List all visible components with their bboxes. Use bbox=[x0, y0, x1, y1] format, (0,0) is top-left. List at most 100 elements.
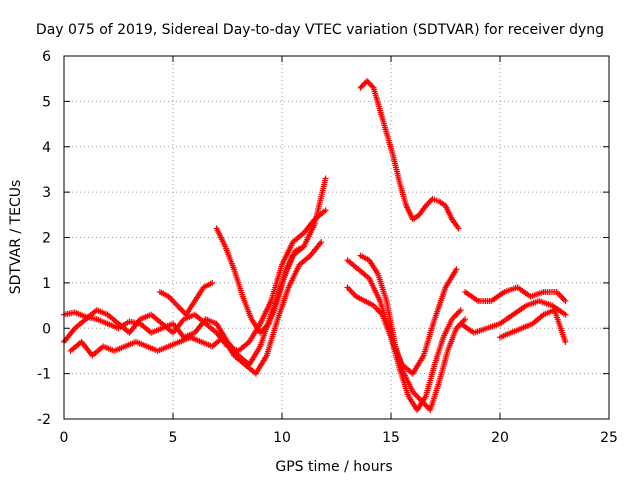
trace-mark bbox=[369, 83, 376, 90]
trace-mark bbox=[508, 312, 515, 319]
trace-mark bbox=[495, 321, 502, 328]
chart-title: Day 075 of 2019, Sidereal Day-to-day VTE… bbox=[36, 22, 604, 38]
gridlines bbox=[64, 56, 609, 419]
trace-mark bbox=[400, 368, 407, 375]
trace-mark bbox=[452, 327, 459, 334]
trace-mark bbox=[383, 296, 390, 303]
x-tick-label: 0 bbox=[60, 430, 69, 446]
trace-mark bbox=[419, 354, 426, 361]
trace-mark bbox=[239, 291, 246, 298]
trace-mark bbox=[247, 314, 254, 321]
trace-mark bbox=[433, 197, 440, 204]
trace-mark bbox=[527, 321, 534, 328]
y-tick-label: 1 bbox=[42, 276, 51, 292]
trace-mark bbox=[365, 79, 372, 86]
trace-mark bbox=[456, 308, 463, 315]
trace-mark bbox=[179, 317, 186, 324]
trace-mark bbox=[364, 256, 371, 263]
trace-mark bbox=[207, 280, 214, 287]
trace-mark bbox=[174, 339, 181, 346]
trace-mark bbox=[282, 268, 289, 275]
series-track-c bbox=[67, 239, 325, 377]
trace-mark bbox=[295, 263, 302, 270]
trace-mark bbox=[389, 150, 396, 157]
trace-mark bbox=[284, 286, 291, 293]
trace-mark bbox=[321, 208, 328, 215]
y-tick-label: 0 bbox=[42, 321, 51, 337]
data-point bbox=[364, 77, 371, 84]
series-track-g bbox=[344, 284, 464, 413]
data-points bbox=[61, 77, 569, 413]
x-tick-label: 25 bbox=[600, 430, 618, 446]
trace-mark bbox=[360, 297, 367, 304]
trace-mark bbox=[305, 253, 312, 260]
trace-mark bbox=[358, 83, 365, 90]
trace-mark bbox=[396, 178, 403, 185]
trace-mark bbox=[499, 290, 506, 297]
trace-mark bbox=[424, 201, 431, 208]
y-tick-label: 3 bbox=[42, 185, 51, 201]
trace-mark bbox=[322, 177, 329, 184]
trace-mark bbox=[428, 197, 435, 204]
trace-mark bbox=[163, 344, 170, 351]
trace-mark bbox=[454, 223, 461, 230]
trace-mark bbox=[560, 296, 567, 303]
trace-mark bbox=[441, 286, 448, 293]
trace-mark bbox=[189, 330, 196, 337]
trace-mark bbox=[368, 301, 375, 308]
trace-mark bbox=[435, 381, 442, 388]
trace-mark bbox=[256, 345, 263, 352]
x-tick-label: 5 bbox=[169, 430, 178, 446]
trace-mark bbox=[444, 349, 451, 356]
trace-mark bbox=[426, 198, 433, 205]
data-point bbox=[357, 84, 364, 91]
y-tick-label: -2 bbox=[37, 412, 51, 428]
trace-mark bbox=[482, 325, 489, 332]
trace-mark bbox=[102, 319, 109, 326]
trace-mark bbox=[230, 264, 237, 271]
trace-mark bbox=[417, 396, 424, 403]
trace-mark bbox=[102, 310, 109, 317]
y-tick-label: 6 bbox=[42, 49, 51, 65]
y-tick-label: 4 bbox=[42, 140, 51, 156]
trace-mark bbox=[366, 80, 373, 87]
trace-mark bbox=[521, 303, 528, 310]
trace-mark bbox=[448, 214, 455, 221]
trace-mark bbox=[157, 326, 164, 333]
trace-mark bbox=[190, 299, 197, 306]
trace-mark bbox=[404, 391, 411, 398]
trace-mark bbox=[289, 240, 296, 247]
trace-mark bbox=[168, 321, 175, 328]
trace-mark bbox=[240, 360, 247, 367]
trace-mark bbox=[120, 344, 127, 351]
trace-mark bbox=[376, 105, 383, 112]
trace-mark bbox=[113, 319, 120, 326]
series-track-j bbox=[462, 284, 569, 305]
series-track-d bbox=[156, 279, 216, 318]
trace-mark bbox=[439, 336, 446, 343]
y-tick-label: 5 bbox=[42, 94, 51, 110]
trace-mark bbox=[516, 326, 523, 333]
trace-mark bbox=[364, 274, 371, 281]
trace-mark bbox=[448, 317, 455, 324]
series-track-b bbox=[61, 207, 329, 354]
trace-mark bbox=[377, 310, 384, 317]
trace-mark bbox=[273, 299, 280, 306]
series-track-k bbox=[457, 298, 569, 336]
trace-mark bbox=[391, 341, 398, 348]
trace-mark bbox=[506, 330, 513, 337]
trace-mark bbox=[547, 301, 554, 308]
trace-mark bbox=[473, 296, 480, 303]
trace-mark bbox=[124, 319, 131, 326]
trace-mark bbox=[70, 326, 77, 333]
trace-mark bbox=[360, 82, 367, 89]
trace-mark bbox=[262, 354, 269, 361]
trace-mark bbox=[408, 386, 415, 393]
series-track-i bbox=[357, 77, 462, 232]
trace-mark bbox=[221, 241, 228, 248]
trace-mark bbox=[367, 82, 374, 89]
trace-mark bbox=[199, 286, 206, 293]
y-tick-label: -1 bbox=[37, 367, 51, 383]
trace-mark bbox=[142, 342, 149, 349]
